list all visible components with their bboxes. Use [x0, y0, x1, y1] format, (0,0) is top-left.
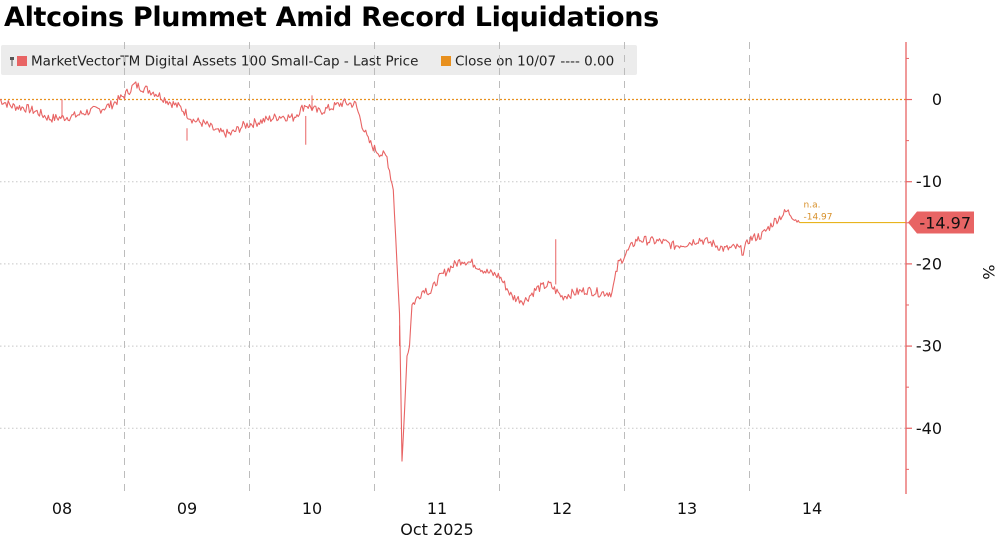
last-value-label: -14.97	[919, 214, 971, 233]
close-legend-swatch	[441, 56, 451, 66]
x-tick-label: 12	[552, 499, 572, 518]
end-value-label: -14.97	[804, 213, 833, 223]
x-tick-label: 10	[302, 499, 322, 518]
y-tick-label: -40	[916, 419, 942, 438]
last-value-tag: -14.97	[908, 211, 974, 234]
y-tick-label: -10	[916, 172, 942, 191]
series-line	[0, 81, 800, 462]
x-axis-month-label: Oct 2025	[400, 520, 473, 535]
y-tick-label: -20	[916, 254, 942, 273]
y-tick-label: -30	[916, 337, 942, 356]
y-axis: 0 -10 -20 -30 -40	[905, 42, 942, 494]
grid-lines	[0, 42, 906, 494]
series-legend-label: MarketVectorTM Digital Assets 100 Small-…	[31, 54, 418, 70]
y-tick-label: 0	[932, 90, 942, 109]
close-legend-label: Close on 10/07 ---- 0.00	[455, 54, 614, 70]
end-annotation: n.a.	[804, 201, 821, 211]
chart-marks	[0, 81, 906, 462]
x-tick-label: 08	[52, 499, 72, 518]
x-tick-label: 13	[677, 499, 697, 518]
x-tick-label: 09	[177, 499, 197, 518]
x-tick-label: 14	[802, 499, 822, 518]
series-legend-swatch	[10, 56, 27, 66]
y-axis-label: %	[979, 265, 998, 280]
chart-title: Altcoins Plummet Amid Record Liquidation…	[4, 2, 659, 33]
x-tick-label: 11	[427, 499, 447, 518]
legend-box	[1, 45, 637, 75]
x-axis: 08 09 10 11 12 13 14	[52, 499, 822, 518]
